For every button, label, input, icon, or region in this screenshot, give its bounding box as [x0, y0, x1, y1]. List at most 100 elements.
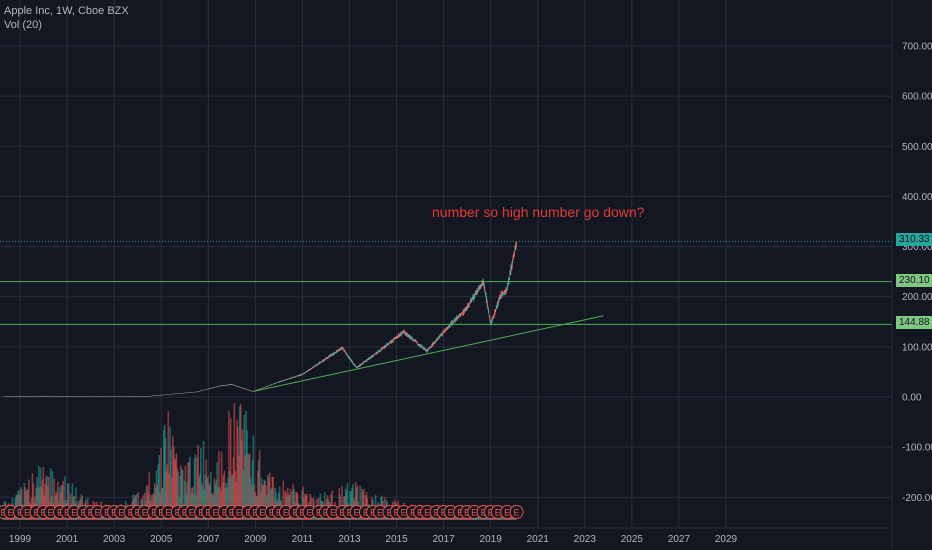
- volume-bar: [189, 456, 191, 520]
- earnings-marker-label: E: [81, 508, 87, 518]
- volume-bar: [191, 487, 194, 520]
- x-tick-label: 2027: [668, 534, 691, 545]
- volume-bar: [162, 487, 164, 520]
- volume-bar: [251, 459, 254, 520]
- volume-bar: [161, 487, 163, 520]
- earnings-marker-label: E: [323, 508, 329, 518]
- price-series: [3, 241, 517, 398]
- volume-bar: [351, 487, 353, 520]
- hline-price-label-2: 144.88: [896, 316, 932, 330]
- volume-bar: [167, 411, 170, 520]
- x-tick-label: 2011: [292, 534, 314, 545]
- volume-bar: [168, 473, 170, 520]
- volume-bar: [252, 435, 255, 520]
- volume-bar: [355, 488, 358, 520]
- y-tick-label: 600.00: [902, 92, 932, 103]
- earnings-marker-label: E: [363, 508, 369, 518]
- volume-bar: [345, 490, 348, 520]
- earnings-marker-label: E: [135, 508, 141, 518]
- time-axis[interactable]: 1999 2001 2003 2005 2007 2009 2011 2013 2015 2017…: [9, 534, 738, 545]
- earnings-marker-label: E: [339, 508, 345, 518]
- volume-bar: [341, 486, 343, 520]
- volume-bar: [222, 475, 225, 520]
- volume-bar: [153, 483, 156, 520]
- volume-bar: [238, 406, 241, 520]
- volume-bar: [289, 488, 292, 520]
- volume-bar: [261, 484, 264, 520]
- trendline[interactable]: [252, 315, 604, 392]
- volume-bar: [209, 485, 211, 520]
- volume-bar: [242, 469, 245, 520]
- earnings-marker-label: E: [495, 508, 501, 518]
- earnings-marker-label: E: [165, 508, 171, 518]
- volume-bar: [171, 435, 174, 520]
- trendline-group[interactable]: [252, 315, 604, 392]
- y-tick-label: 0.00: [902, 393, 922, 404]
- volume-bar: [293, 489, 295, 520]
- volume-bar: [171, 476, 173, 520]
- volume-bar: [47, 485, 49, 520]
- volume-bar: [46, 475, 48, 520]
- chart-annotation[interactable]: number so high number go down?: [432, 204, 645, 220]
- volume-bar: [226, 487, 228, 520]
- volume-bar: [220, 451, 223, 520]
- volume-bar: [217, 486, 219, 520]
- volume-bar: [264, 480, 266, 520]
- price-axis[interactable]: 700.00 600.00 500.00 400.00 300.00 200.00 100.…: [902, 42, 932, 504]
- earnings-marker-label: E: [276, 508, 282, 518]
- earnings-marker-label: E: [205, 508, 211, 518]
- volume-bar: [224, 487, 227, 520]
- volume-bar: [27, 489, 29, 520]
- volume-bar: [42, 467, 45, 520]
- earnings-marker-label: E: [182, 508, 188, 518]
- earnings-marker-label: E: [464, 508, 470, 518]
- x-tick-label: 2003: [103, 534, 126, 545]
- symbol-title[interactable]: Apple Inc, 1W, Cboe BZX: [4, 5, 129, 17]
- volume-bar: [200, 483, 203, 520]
- earnings-marker-label: E: [481, 508, 487, 518]
- volume-bar: [184, 465, 187, 520]
- volume-bar: [39, 467, 42, 520]
- earnings-marker-label: E: [377, 508, 383, 518]
- volume-bar: [215, 480, 218, 520]
- volume-bar: [36, 477, 38, 520]
- earnings-marker-label: E: [212, 508, 218, 518]
- volume-bar: [40, 486, 43, 520]
- earnings-marker-label: E: [514, 508, 520, 518]
- volume-bar: [292, 483, 294, 520]
- volume-bar: [67, 483, 70, 520]
- earnings-marker-label: E: [95, 508, 101, 518]
- volume-bar: [24, 487, 27, 520]
- earnings-marker[interactable]: [509, 505, 524, 519]
- volume-bar: [170, 449, 172, 520]
- volume-bar: [154, 487, 157, 520]
- volume-bar: [38, 465, 40, 520]
- earnings-marker-label: E: [394, 508, 400, 518]
- volume-indicator-label[interactable]: Vol (20): [4, 19, 42, 31]
- volume-bar: [148, 472, 151, 520]
- volume-bar: [248, 453, 251, 520]
- volume-bar: [23, 482, 26, 520]
- volume-bar: [260, 477, 263, 520]
- last-price-label: 310.33: [896, 233, 932, 247]
- earnings-marker-label: E: [151, 508, 157, 518]
- volume-bar: [190, 488, 193, 520]
- volume-bar: [236, 419, 238, 520]
- earnings-marker-label: E: [410, 508, 416, 518]
- volume-bar: [162, 429, 165, 520]
- volume-bar: [271, 476, 274, 520]
- volume-bar: [157, 464, 160, 520]
- volume-bar: [163, 424, 166, 520]
- earnings-marker-label: E: [175, 508, 181, 518]
- horizontal-lines[interactable]: [0, 240, 892, 325]
- volume-bar: [274, 487, 276, 520]
- volume-bar: [265, 485, 267, 520]
- earnings-marker-label: E: [292, 508, 298, 518]
- volume-bar: [66, 483, 69, 520]
- earnings-marker-label: E: [488, 508, 494, 518]
- x-tick-label: 2021: [527, 534, 550, 545]
- volume-bar: [232, 457, 235, 520]
